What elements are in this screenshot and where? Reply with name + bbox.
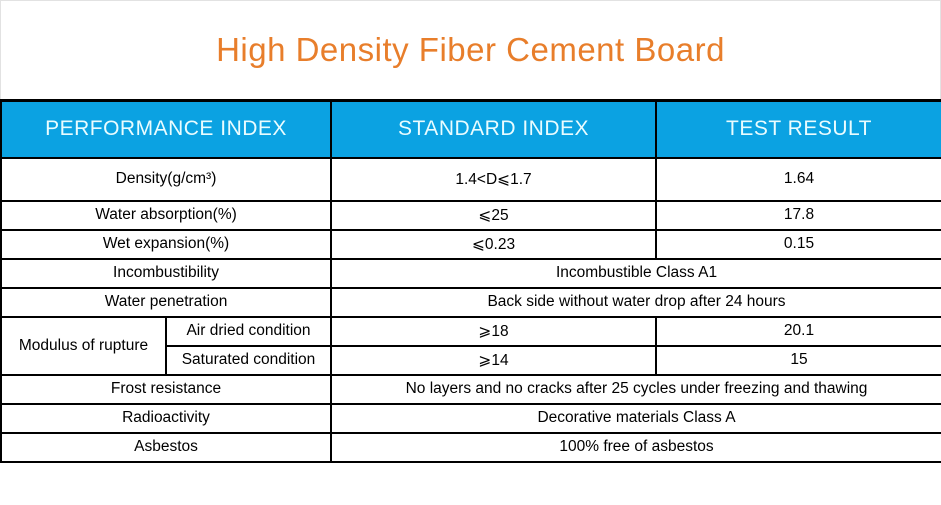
density-result: 1.64 — [655, 156, 941, 202]
table-row-density: Density(g/cm³) 1.4<D⩽1.7 1.64 — [0, 156, 941, 202]
spec-table: PERFORMANCE INDEX STANDARD INDEX TEST RE… — [0, 99, 941, 463]
wet-expansion-label: Wet expansion(%) — [0, 228, 333, 260]
table-row-frost: Frost resistance No layers and no cracks… — [0, 373, 941, 405]
water-absorption-result: 17.8 — [655, 199, 941, 231]
water-absorption-label: Water absorption(%) — [0, 199, 333, 231]
radioactivity-label: Radioactivity — [0, 402, 333, 434]
table-row-water-penetration: Water penetration Back side without wate… — [0, 286, 941, 318]
modulus-air-standard: ⩾18 — [330, 315, 658, 347]
modulus-air-label: Air dried condition — [164, 315, 333, 347]
frost-label: Frost resistance — [0, 373, 333, 405]
incombustibility-value: Incombustible Class A1 — [330, 257, 941, 289]
title-band: High Density Fiber Cement Board — [0, 0, 941, 99]
wet-expansion-result: 0.15 — [655, 228, 941, 260]
modulus-label: Modulus of rupture — [0, 315, 167, 376]
density-standard: 1.4<D⩽1.7 — [330, 156, 658, 202]
modulus-saturated-standard: ⩾14 — [330, 344, 658, 376]
table-header-row: PERFORMANCE INDEX STANDARD INDEX TEST RE… — [0, 99, 941, 159]
water-penetration-value: Back side without water drop after 24 ho… — [330, 286, 941, 318]
wet-expansion-standard: ⩽0.23 — [330, 228, 658, 260]
asbestos-value: 100% free of asbestos — [330, 431, 941, 463]
frost-value: No layers and no cracks after 25 cycles … — [330, 373, 941, 405]
header-test-result: TEST RESULT — [655, 99, 941, 159]
page-title: High Density Fiber Cement Board — [216, 31, 725, 68]
table-row-wet-expansion: Wet expansion(%) ⩽0.23 0.15 — [0, 228, 941, 260]
table-row-incombustibility: Incombustibility Incombustible Class A1 — [0, 257, 941, 289]
table-row-radioactivity: Radioactivity Decorative materials Class… — [0, 402, 941, 434]
header-performance-index: PERFORMANCE INDEX — [0, 99, 333, 159]
table-row-modulus-air: Modulus of rupture Air dried condition ⩾… — [0, 315, 941, 376]
radioactivity-value: Decorative materials Class A — [330, 402, 941, 434]
table-row-water-absorption: Water absorption(%) ⩽25 17.8 — [0, 199, 941, 231]
table-row-asbestos: Asbestos 100% free of asbestos — [0, 431, 941, 463]
density-label: Density(g/cm³) — [0, 156, 333, 202]
water-penetration-label: Water penetration — [0, 286, 333, 318]
header-standard-index: STANDARD INDEX — [330, 99, 658, 159]
incombustibility-label: Incombustibility — [0, 257, 333, 289]
modulus-saturated-label: Saturated condition — [164, 344, 333, 376]
modulus-saturated-result: 15 — [655, 344, 941, 376]
modulus-air-result: 20.1 — [655, 315, 941, 347]
asbestos-label: Asbestos — [0, 431, 333, 463]
water-absorption-standard: ⩽25 — [330, 199, 658, 231]
